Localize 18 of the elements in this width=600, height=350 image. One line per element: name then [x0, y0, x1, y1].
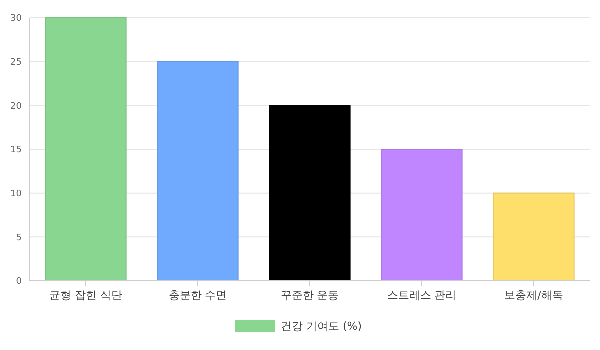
bar — [45, 18, 127, 282]
x-tick-label: 충분한 수면 — [168, 289, 228, 302]
y-tick-label: 0 — [16, 277, 22, 288]
y-tick-label: 30 — [10, 14, 22, 24]
y-tick-label: 10 — [10, 189, 22, 200]
y-tick-label: 20 — [10, 102, 22, 112]
x-tick-label: 보충제/해독 — [504, 289, 564, 302]
bar — [493, 192, 575, 282]
y-tick-label: 15 — [10, 146, 22, 156]
x-tick-label: 스트레스 관리 — [387, 289, 457, 302]
x-tick-label: 꾸준한 운동 — [280, 289, 340, 302]
bar — [269, 105, 351, 282]
legend-label: 건강 기여도 (%) — [281, 320, 362, 333]
bar — [157, 61, 239, 282]
y-tick-label: 25 — [10, 58, 22, 68]
bar — [381, 149, 463, 282]
x-tick-label: 균형 잡힌 식단 — [50, 289, 122, 302]
y-tick-label: 5 — [16, 233, 22, 244]
